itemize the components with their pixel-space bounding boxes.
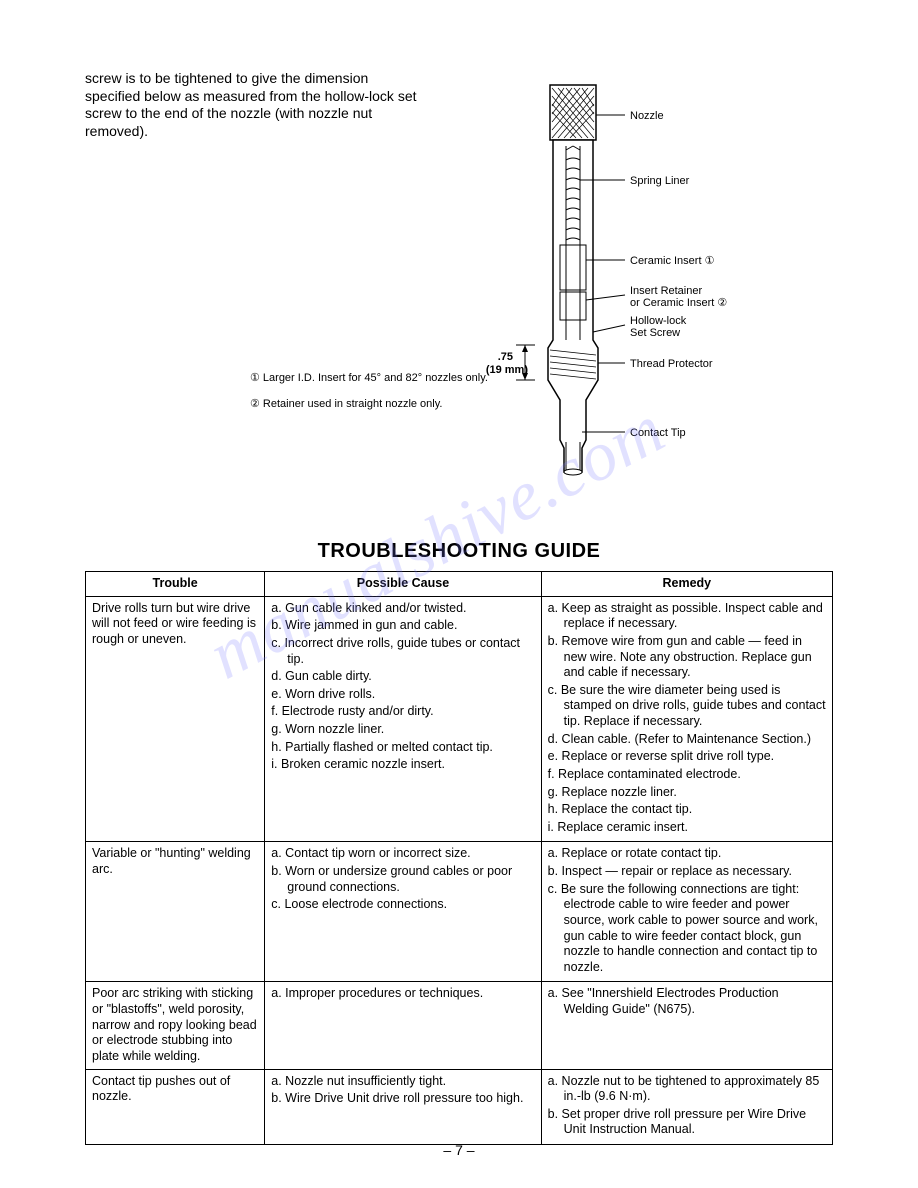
remedy-item: b. Remove wire from gun and cable — feed… [548,634,826,681]
table-row: Poor arc striking with sticking or "blas… [86,982,833,1069]
label-ceramic-insert: Ceramic Insert ① [630,255,715,267]
remedy-item: g. Replace nozzle liner. [548,785,826,801]
footnote-1: ① Larger I.D. Insert for 45° and 82° noz… [250,365,488,391]
cause-item: b. Worn or undersize ground cables or po… [271,864,534,895]
cause-item: a. Nozzle nut insufficiently tight. [271,1074,534,1090]
cause-item: i. Broken ceramic nozzle insert. [271,757,534,773]
table-body: Drive rolls turn but wire drive will not… [86,596,833,1144]
cell-remedy: a. See "Innershield Electrodes Productio… [541,982,832,1069]
remedy-item: e. Replace or reverse split drive roll t… [548,749,826,765]
remedy-item: h. Replace the contact tip. [548,802,826,818]
dim-label: .75 [498,351,513,363]
remedy-item: c. Be sure the wire diameter being used … [548,683,826,730]
intro-paragraph: screw is to be tightened to give the dim… [85,70,425,140]
remedy-item: a. Nozzle nut to be tightened to approxi… [548,1074,826,1105]
label-thread-protector: Thread Protector [630,358,713,370]
header-trouble: Trouble [86,572,265,597]
cell-cause: a. Improper procedures or techniques. [265,982,541,1069]
cause-item: d. Gun cable dirty. [271,669,534,685]
header-cause: Possible Cause [265,572,541,597]
cause-item: h. Partially flashed or melted contact t… [271,740,534,756]
remedy-item: a. Keep as straight as possible. Inspect… [548,601,826,632]
cause-item: a. Contact tip worn or incorrect size. [271,846,534,862]
cell-trouble: Variable or "hunting" welding arc. [86,842,265,982]
cause-item: f. Electrode rusty and/or dirty. [271,704,534,720]
page: screw is to be tightened to give the dim… [0,0,918,1188]
remedy-item: i. Replace ceramic insert. [548,820,826,836]
label-retainer-l2: or Ceramic Insert ② [630,297,727,309]
remedy-item: c. Be sure the following connections are… [548,882,826,976]
cause-item: a. Gun cable kinked and/or twisted. [271,601,534,617]
footnote-2: ② Retainer used in straight nozzle only. [250,391,488,417]
remedy-item: a. Replace or rotate contact tip. [548,846,826,862]
table-row: Contact tip pushes out of nozzle.a. Nozz… [86,1069,833,1145]
guide-title: TROUBLESHOOTING GUIDE [85,540,833,563]
remedy-item: b. Inspect — repair or replace as necess… [548,864,826,880]
dim-mm-label: (19 mm) [486,364,529,376]
cell-trouble: Drive rolls turn but wire drive will not… [86,596,265,842]
table-row: Drive rolls turn but wire drive will not… [86,596,833,842]
cause-item: e. Worn drive rolls. [271,687,534,703]
label-retainer-l1: Insert Retainer [630,285,702,297]
label-spring-liner: Spring Liner [630,175,690,187]
cause-item: c. Loose electrode connections. [271,897,534,913]
label-nozzle: Nozzle [630,110,664,122]
cell-trouble: Poor arc striking with sticking or "blas… [86,982,265,1069]
cause-item: b. Wire jammed in gun and cable. [271,618,534,634]
remedy-item: f. Replace contaminated electrode. [548,767,826,783]
cell-cause: a. Nozzle nut insufficiently tight.b. Wi… [265,1069,541,1145]
nozzle-diagram: .75 (19 mm) Nozzle Spring Liner Ceramic … [480,80,830,480]
page-number: – 7 – [0,1142,918,1158]
remedy-item: b. Set proper drive roll pressure per Wi… [548,1107,826,1138]
label-hollow-l2: Set Screw [630,327,680,339]
cause-item: a. Improper procedures or techniques. [271,986,534,1002]
label-hollow-l1: Hollow-lock [630,315,687,327]
cause-item: b. Wire Drive Unit drive roll pressure t… [271,1091,534,1107]
cell-trouble: Contact tip pushes out of nozzle. [86,1069,265,1145]
cell-remedy: a. Nozzle nut to be tightened to approxi… [541,1069,832,1145]
troubleshooting-table: Trouble Possible Cause Remedy Drive roll… [85,571,833,1145]
cell-remedy: a. Keep as straight as possible. Inspect… [541,596,832,842]
cause-item: c. Incorrect drive rolls, guide tubes or… [271,636,534,667]
cell-cause: a. Gun cable kinked and/or twisted.b. Wi… [265,596,541,842]
table-header-row: Trouble Possible Cause Remedy [86,572,833,597]
cause-item: g. Worn nozzle liner. [271,722,534,738]
cell-remedy: a. Replace or rotate contact tip. b. Insp… [541,842,832,982]
table-row: Variable or "hunting" welding arc.a. Con… [86,842,833,982]
cell-cause: a. Contact tip worn or incorrect size. b.… [265,842,541,982]
remedy-item: a. See "Innershield Electrodes Productio… [548,986,826,1017]
label-contact-tip: Contact Tip [630,427,686,439]
remedy-item: d. Clean cable. (Refer to Maintenance Se… [548,732,826,748]
footnotes: ① Larger I.D. Insert for 45° and 82° noz… [250,365,488,418]
header-remedy: Remedy [541,572,832,597]
